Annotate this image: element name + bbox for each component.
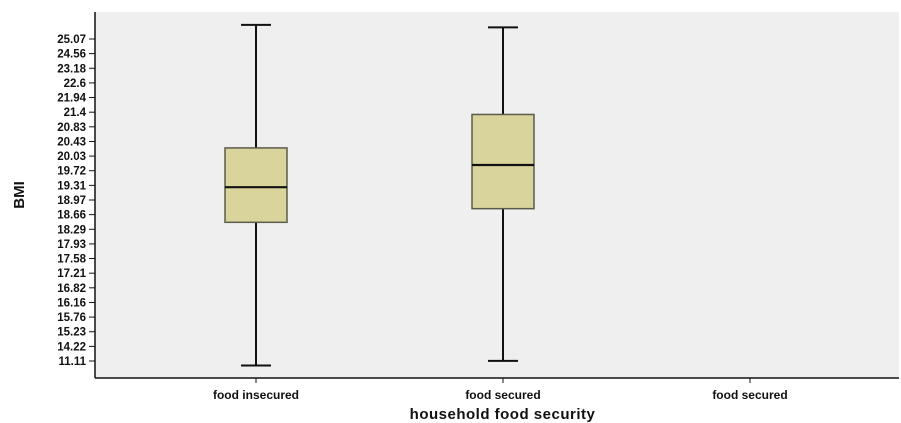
y-tick-label: 20.83 [57, 122, 86, 134]
y-tick-label: 17.21 [57, 268, 86, 280]
box-2 [471, 26, 535, 362]
y-tick-label: 11.11 [58, 356, 86, 368]
y-tick-label: 21.94 [57, 93, 86, 105]
y-tick-label: 18.29 [57, 224, 86, 236]
y-tick-label: 18.97 [57, 195, 86, 207]
y-tick-label: 14.22 [57, 341, 86, 353]
y-tick-label: 16.82 [57, 283, 86, 295]
y-tick-label: 17.58 [57, 254, 86, 266]
box-1 [224, 23, 288, 367]
y-tick-label: 17.93 [57, 239, 86, 251]
iqr-box [471, 113, 535, 210]
x-tick-label: food secured [712, 388, 787, 402]
y-tick-label: 19.31 [57, 180, 86, 192]
y-tick-label: 25.07 [57, 34, 86, 46]
x-tick-label: food secured [465, 388, 540, 402]
y-tick-label: 21.4 [64, 107, 87, 119]
y-tick-label: 24.56 [57, 49, 86, 61]
y-tick-label: 20.03 [57, 151, 86, 163]
y-tick-label: 23.18 [57, 63, 86, 75]
y-tick-label: 16.16 [57, 297, 86, 309]
y-tick-label: 20.43 [57, 136, 86, 148]
y-axis-title: BMI [11, 181, 28, 209]
y-tick-label: 18.66 [57, 210, 86, 222]
iqr-box [224, 147, 288, 224]
y-tick-label: 19.72 [57, 166, 86, 178]
x-axis-title: household food security [410, 406, 596, 423]
y-tick-label: 15.23 [57, 327, 86, 339]
y-tick-label: 15.76 [57, 312, 86, 324]
x-tick-label: food insecured [213, 388, 299, 402]
y-tick-label: 22.6 [64, 78, 86, 90]
